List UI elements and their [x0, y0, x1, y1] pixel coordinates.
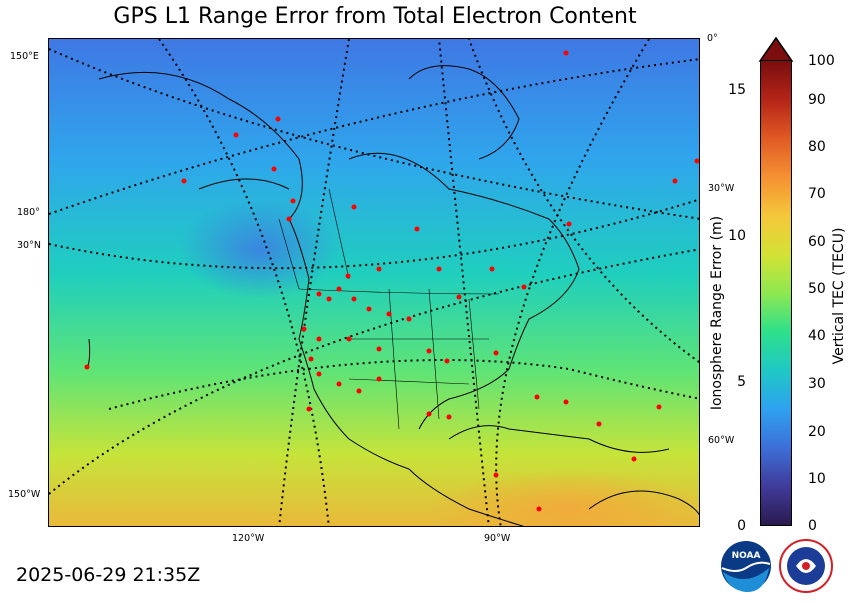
tec-axis-label: Vertical TEC (TECU) [831, 227, 847, 365]
noaa-logo-text: NOAA [732, 551, 761, 561]
timestamp: 2025-06-29 21:35Z [16, 564, 201, 586]
lon-label-0: 0° [707, 33, 718, 44]
borders [278, 188, 500, 430]
lon-label-150e: 150°E [10, 51, 39, 62]
lon-label-150w: 150°W [8, 489, 41, 500]
tec-tick-50: 50 [808, 281, 826, 297]
tec-tick-60: 60 [808, 234, 826, 250]
gps-stations [84, 50, 699, 512]
tec-tick-70: 70 [808, 186, 826, 202]
range-tick-0: 0 [737, 518, 746, 534]
tec-tick-100: 100 [808, 53, 835, 69]
lon-label-180: 180° [17, 207, 40, 218]
agency-logos: NOAA [720, 538, 845, 600]
noaa-logo: NOAA [721, 541, 771, 593]
chart-title: GPS L1 Range Error from Total Electron C… [113, 4, 637, 29]
range-tick-15: 15 [728, 82, 746, 98]
range-axis-label: Ionosphere Range Error (m) [709, 215, 725, 411]
lon-label-30w: 30°W [708, 183, 735, 194]
tec-tick-90: 90 [808, 92, 826, 108]
tec-tick-0: 0 [808, 518, 817, 534]
lon-label-120w: 120°W [232, 533, 265, 544]
lon-label-60w: 60°W [708, 435, 735, 446]
range-tick-10: 10 [728, 228, 746, 244]
colorbar [760, 60, 792, 526]
tec-tick-20: 20 [808, 424, 826, 440]
lon-label-90w: 90°W [484, 533, 511, 544]
range-tick-5: 5 [737, 374, 746, 390]
graticule [49, 39, 699, 526]
tec-tick-30: 30 [808, 376, 826, 392]
nws-logo [779, 539, 833, 593]
lat-label-30n: 30°N [17, 240, 41, 251]
tec-field [49, 39, 699, 526]
tec-tick-80: 80 [808, 139, 826, 155]
tec-tick-10: 10 [808, 471, 826, 487]
coastlines [86, 65, 699, 526]
tec-map [48, 38, 700, 527]
tec-low-region [179, 199, 339, 299]
tec-tick-40: 40 [808, 328, 826, 344]
colorbar-extend-arrow [758, 36, 794, 62]
